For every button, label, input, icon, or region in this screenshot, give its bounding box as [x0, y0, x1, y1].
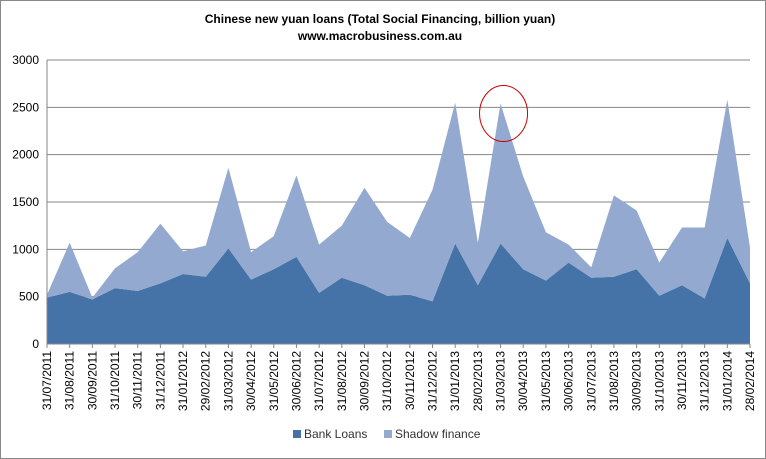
- x-tick-label: 31/08/2011: [63, 351, 77, 410]
- x-tick-label: 28/02/2014: [743, 351, 757, 411]
- chart-title: Chinese new yuan loans (Total Social Fin…: [205, 12, 556, 26]
- series-area-1: [47, 237, 750, 344]
- x-tick-label: 28/02/2013: [471, 351, 485, 411]
- x-tick-label: 30/11/2012: [403, 351, 417, 410]
- x-tick-label: 31/05/2013: [539, 351, 553, 411]
- x-tick-label: 30/04/2013: [516, 351, 530, 411]
- y-tick-label: 500: [19, 290, 39, 304]
- legend-swatch-2: [384, 430, 392, 438]
- x-tick-label: 31/07/2012: [312, 351, 326, 411]
- x-tick-label: 31/01/2013: [448, 351, 462, 411]
- x-tick-label: 31/05/2012: [267, 351, 281, 411]
- x-tick-label: 31/03/2013: [494, 351, 508, 411]
- x-tick-label: 30/06/2013: [562, 351, 576, 411]
- x-tick-label: 30/06/2012: [289, 351, 303, 411]
- x-tick-label: 30/04/2012: [244, 351, 258, 411]
- x-tick-label: 29/02/2012: [199, 351, 213, 411]
- y-tick-label: 2500: [12, 100, 39, 114]
- x-tick-label: 31/03/2012: [221, 351, 235, 411]
- x-tick-label: 31/12/2013: [698, 351, 712, 411]
- highlight-ellipse: [479, 85, 529, 143]
- x-tick-label: 31/10/2012: [380, 351, 394, 411]
- x-tick-label: 31/01/2014: [720, 351, 734, 411]
- y-tick-label: 1000: [12, 242, 39, 256]
- x-tick-label: 31/10/2013: [652, 351, 666, 411]
- legend: Bank Loans Shadow finance: [293, 427, 481, 441]
- y-tick-label: 0: [32, 337, 39, 351]
- legend-label-1: Bank Loans: [304, 427, 367, 441]
- x-tick-label: 30/11/2013: [675, 351, 689, 410]
- legend-label-2: Shadow finance: [395, 427, 481, 441]
- x-tick-label: 30/09/2012: [357, 351, 371, 411]
- x-tick-label: 30/11/2011: [131, 351, 145, 410]
- series-area-2: [47, 99, 750, 302]
- x-tick-label: 31/10/2011: [108, 351, 122, 410]
- y-tick-label: 3000: [12, 53, 39, 67]
- axes: 0 500 1000 1500 2000 2500 3000 31/07/2011 31/08/…: [12, 53, 757, 411]
- x-tick-label: 31/12/2012: [426, 351, 440, 411]
- x-tick-label: 31/07/2011: [40, 351, 54, 410]
- y-tick-label: 1500: [12, 195, 39, 209]
- x-tick-label: 31/07/2013: [584, 351, 598, 411]
- legend-swatch-1: [293, 430, 301, 438]
- x-tick-label: 31/08/2013: [607, 351, 621, 411]
- x-tick-label: 31/01/2012: [176, 351, 190, 411]
- annotations: [479, 85, 529, 143]
- x-tick-label: 30/09/2013: [630, 351, 644, 411]
- x-tick-label: 31/08/2012: [335, 351, 349, 411]
- x-tick-label: 30/09/2011: [85, 351, 99, 410]
- plot-area: [47, 99, 750, 344]
- y-tick-label: 2000: [12, 148, 39, 162]
- x-tick-label: 31/12/2011: [153, 351, 167, 410]
- chart-subtitle: www.macrobusiness.com.au: [297, 29, 462, 43]
